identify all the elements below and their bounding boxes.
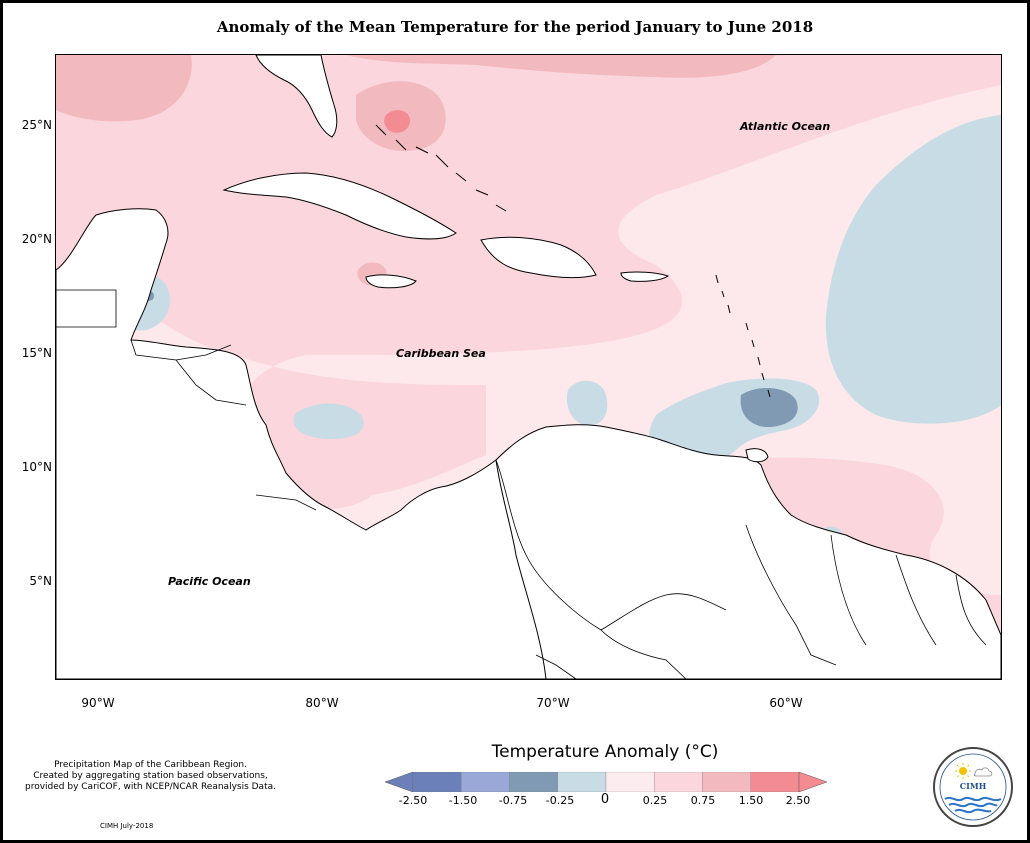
wave-icon bbox=[948, 802, 998, 808]
anomaly-band-dark-pink-nw bbox=[56, 55, 192, 122]
legend-title: Temperature Anomaly (°C) bbox=[491, 742, 719, 762]
legend-swatch bbox=[461, 772, 510, 792]
legend-tick-label: 0.25 bbox=[642, 794, 668, 807]
jamaica-landmass bbox=[365, 274, 417, 289]
credit-line: Precipitation Map of the Caribbean Regio… bbox=[54, 760, 247, 770]
longitude-label-90w: 90°W bbox=[81, 696, 115, 710]
logo-name: CIMH bbox=[959, 781, 987, 791]
anomaly-band-red-bahamas bbox=[384, 110, 411, 133]
legend-swatch bbox=[605, 772, 655, 792]
lesser-antilles-islands bbox=[715, 274, 771, 398]
latitude-label-15n: 15°N bbox=[21, 346, 52, 360]
map-panel bbox=[55, 54, 1002, 680]
legend-tick-label: -1.50 bbox=[448, 794, 478, 807]
logo-ring bbox=[939, 753, 1007, 821]
anomaly-band-blue-windward bbox=[740, 388, 798, 428]
legend-colorbar bbox=[385, 772, 827, 792]
legend-swatch bbox=[557, 772, 607, 792]
legend-tick-label: 0.75 bbox=[690, 794, 716, 807]
anomaly-band-light-blue-atlantic bbox=[825, 115, 1001, 424]
sun-rays-icon bbox=[955, 763, 971, 779]
figure-title: Anomaly of the Mean Temperature for the … bbox=[216, 18, 814, 36]
cuba-landmass bbox=[222, 172, 457, 240]
legend-swatch bbox=[412, 772, 462, 792]
pacific-ocean-label: Pacific Ocean bbox=[168, 575, 251, 588]
cloud-icon bbox=[973, 767, 993, 777]
cimh-logo: CIMH bbox=[933, 747, 1013, 827]
legend-swatch bbox=[750, 772, 800, 792]
date-stamp: CIMH July-2018 bbox=[100, 822, 154, 830]
country-borders bbox=[56, 289, 987, 679]
credit-line: Created by aggregating station based obs… bbox=[33, 771, 268, 781]
longitude-label-60w: 60°W bbox=[769, 696, 803, 710]
caribbean-sea-label: Caribbean Sea bbox=[396, 347, 486, 360]
trinidad-landmass bbox=[745, 448, 769, 463]
legend-swatches bbox=[412, 772, 800, 792]
land-masses bbox=[56, 55, 1001, 679]
sun-icon bbox=[959, 767, 967, 775]
anomaly-band-light-blue-aruba bbox=[566, 380, 608, 426]
credits-block: Precipitation Map of the Caribbean Regio… bbox=[8, 760, 293, 793]
legend-swatch bbox=[702, 772, 751, 792]
legend-tick-label: -0.25 bbox=[545, 794, 575, 807]
legend-tick-label: 2.50 bbox=[785, 794, 811, 807]
florida-landmass bbox=[255, 55, 338, 138]
central-america-landmass bbox=[56, 208, 547, 679]
latitude-label-25n: 25°N bbox=[21, 118, 52, 132]
legend-tick-label: -2.50 bbox=[398, 794, 428, 807]
wave-icon bbox=[944, 796, 1002, 802]
legend-tick-label: -0.75 bbox=[498, 794, 528, 807]
latitude-label-5n: 5°N bbox=[29, 574, 52, 588]
legend-tick-label: 1.50 bbox=[738, 794, 764, 807]
longitude-label-80w: 80°W bbox=[305, 696, 339, 710]
legend-arrow-right bbox=[798, 772, 827, 792]
credit-line: provided by CariCOF, with NCEP/NCAR Rean… bbox=[25, 782, 276, 792]
hispaniola-landmass bbox=[480, 236, 597, 279]
bahamas-islands bbox=[375, 124, 507, 212]
longitude-label-70w: 70°W bbox=[536, 696, 570, 710]
legend-swatch bbox=[509, 772, 558, 792]
legend-arrow-left bbox=[385, 772, 414, 792]
anomaly-band-dark-pink-north bbox=[346, 55, 776, 78]
anomaly-band-pink bbox=[56, 55, 1001, 497]
legend-swatch bbox=[654, 772, 703, 792]
wave-icon bbox=[954, 808, 992, 814]
latitude-label-10n: 10°N bbox=[21, 460, 52, 474]
atlantic-ocean-label: Atlantic Ocean bbox=[740, 120, 831, 133]
south-america-landmass bbox=[495, 424, 1001, 679]
legend-tick-label: 0 bbox=[600, 792, 610, 807]
logo-graphic bbox=[939, 753, 1007, 821]
map-canvas bbox=[56, 55, 1001, 679]
puerto-rico-landmass bbox=[620, 271, 670, 282]
anomaly-band-light-blue-sw bbox=[293, 403, 364, 440]
latitude-label-20n: 20°N bbox=[21, 232, 52, 246]
